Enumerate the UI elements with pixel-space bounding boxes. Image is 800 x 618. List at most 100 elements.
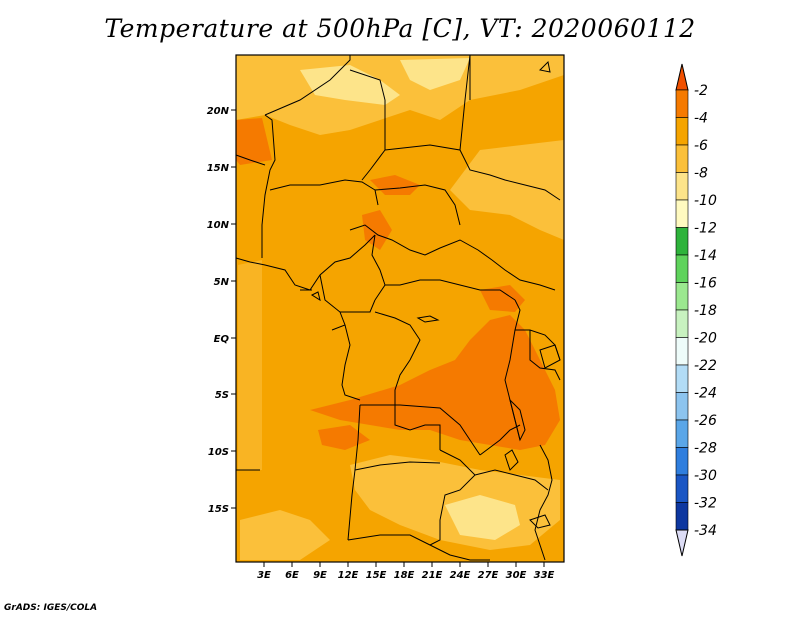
lat-label: 15N — [207, 163, 230, 174]
colorbar-swatch — [675, 447, 689, 476]
boundary-line — [235, 154, 266, 166]
field-region-warm-central — [310, 315, 560, 450]
colorbar-top-arrow — [675, 63, 689, 91]
colorbar-label: -4 — [694, 111, 708, 127]
lake-outline — [539, 344, 561, 369]
field-region-cool-northeast — [450, 140, 564, 240]
lon-label: 12E — [338, 570, 359, 581]
colorbar-label: -18 — [694, 303, 717, 319]
field-region-coolest-north-2 — [400, 58, 470, 90]
lat-label: 5N — [214, 277, 230, 288]
longitude-ticks — [263, 562, 545, 567]
colorbar-label: -24 — [694, 386, 717, 402]
country-boundaries — [235, 54, 561, 561]
colorbar-label: -20 — [694, 331, 717, 347]
lon-label: 24E — [450, 570, 471, 581]
colorbar-labels: -2 -4 -6 -8 -10 -12 -14 -16 -18 -20 -22 … — [694, 83, 717, 539]
colorbar-label: -14 — [694, 248, 717, 264]
lon-label: 27E — [478, 570, 499, 581]
colorbar-label: -16 — [694, 276, 717, 292]
colorbar-swatch — [675, 392, 689, 421]
lake-outline — [538, 60, 551, 73]
boundary-line — [371, 234, 386, 301]
boundary-line — [374, 311, 421, 405]
field-region-warm-north — [370, 175, 420, 195]
lon-label: 3E — [257, 570, 271, 581]
lat-label: 15S — [208, 504, 229, 515]
boundary-line — [529, 330, 561, 381]
colorbar-swatch — [675, 474, 689, 503]
lon-label: 30E — [506, 570, 527, 581]
lon-label: 9E — [313, 570, 327, 581]
colorbar-swatch — [675, 254, 689, 283]
colorbar — [675, 63, 689, 557]
boundary-line — [474, 469, 549, 491]
lon-label: 21E — [422, 570, 443, 581]
boundary-line — [261, 114, 276, 258]
colorbar-swatch — [675, 337, 689, 366]
boundary-line — [340, 299, 376, 313]
colorbar-label: -32 — [694, 496, 717, 512]
colorbar-swatch — [675, 502, 689, 531]
boundary-line — [349, 224, 556, 291]
colorbar-swatch — [675, 172, 689, 201]
lake-outline — [504, 449, 519, 471]
field-region-cool-west — [238, 260, 262, 470]
field-region-coolest-north — [300, 65, 400, 105]
lat-label: 20N — [207, 106, 230, 117]
colorbar-label: -28 — [694, 441, 717, 457]
latitude-ticks — [231, 109, 236, 509]
boundary-line — [374, 184, 461, 226]
colorbar-label: -12 — [694, 221, 717, 237]
colorbar-bottom-arrow — [675, 529, 689, 557]
lake-outline — [416, 315, 440, 323]
colorbar-swatch — [675, 117, 689, 146]
credit-text: GrADS: IGES/COLA — [4, 603, 98, 613]
field-region-warm-southwest — [318, 425, 370, 450]
colorbar-swatch — [675, 419, 689, 448]
colorbar-label: -22 — [694, 358, 717, 374]
lake-outline — [310, 291, 321, 302]
boundary-line — [349, 69, 386, 181]
longitude-labels: 3E 6E 9E 12E 15E 18E 21E 24E 27E 30E 33E — [257, 570, 554, 581]
lon-label: 33E — [534, 570, 555, 581]
boundary-line — [429, 449, 476, 546]
lat-label: 10S — [208, 447, 229, 458]
lat-label: 5S — [215, 390, 229, 401]
boundary-line — [341, 324, 361, 401]
boundary-line — [264, 55, 351, 116]
colorbar-swatch — [675, 364, 689, 393]
lon-label: 6E — [285, 570, 299, 581]
lon-label: 15E — [366, 570, 387, 581]
colorbar-label: -8 — [694, 166, 708, 182]
field-region-coolest-south — [445, 495, 520, 540]
map-frame — [235, 54, 565, 563]
lake-outline — [509, 398, 526, 442]
colorbar-swatch — [675, 89, 689, 118]
boundary-line — [534, 444, 553, 561]
boundary-line — [459, 149, 561, 201]
field-region-warm-northwest — [236, 118, 272, 165]
colorbar-swatch — [675, 144, 689, 173]
latitude-labels: 20N 15N 10N 5N EQ 5S 10S 15S — [207, 106, 230, 515]
colorbar-swatch — [675, 199, 689, 228]
boundary-line — [385, 279, 516, 301]
field-region-cool-southwest — [240, 510, 330, 560]
boundary-line — [479, 424, 521, 456]
colorbar-label: -2 — [694, 83, 708, 99]
colorbar-label: -26 — [694, 413, 717, 429]
temperature-field — [236, 55, 564, 562]
boundary-line — [394, 405, 441, 450]
lake-outline — [529, 514, 551, 529]
boundary-line — [347, 534, 490, 561]
colorbar-label: -34 — [694, 523, 717, 539]
lon-label: 18E — [394, 570, 415, 581]
colorbar-swatch — [675, 309, 689, 338]
colorbar-swatch — [675, 282, 689, 311]
field-region-warm-east — [480, 285, 525, 312]
colorbar-swatch — [675, 227, 689, 256]
lat-label: 10N — [207, 220, 230, 231]
colorbar-label: -30 — [694, 468, 717, 484]
map-title: Temperature at 500hPa [C], VT: 202006011… — [104, 14, 696, 43]
